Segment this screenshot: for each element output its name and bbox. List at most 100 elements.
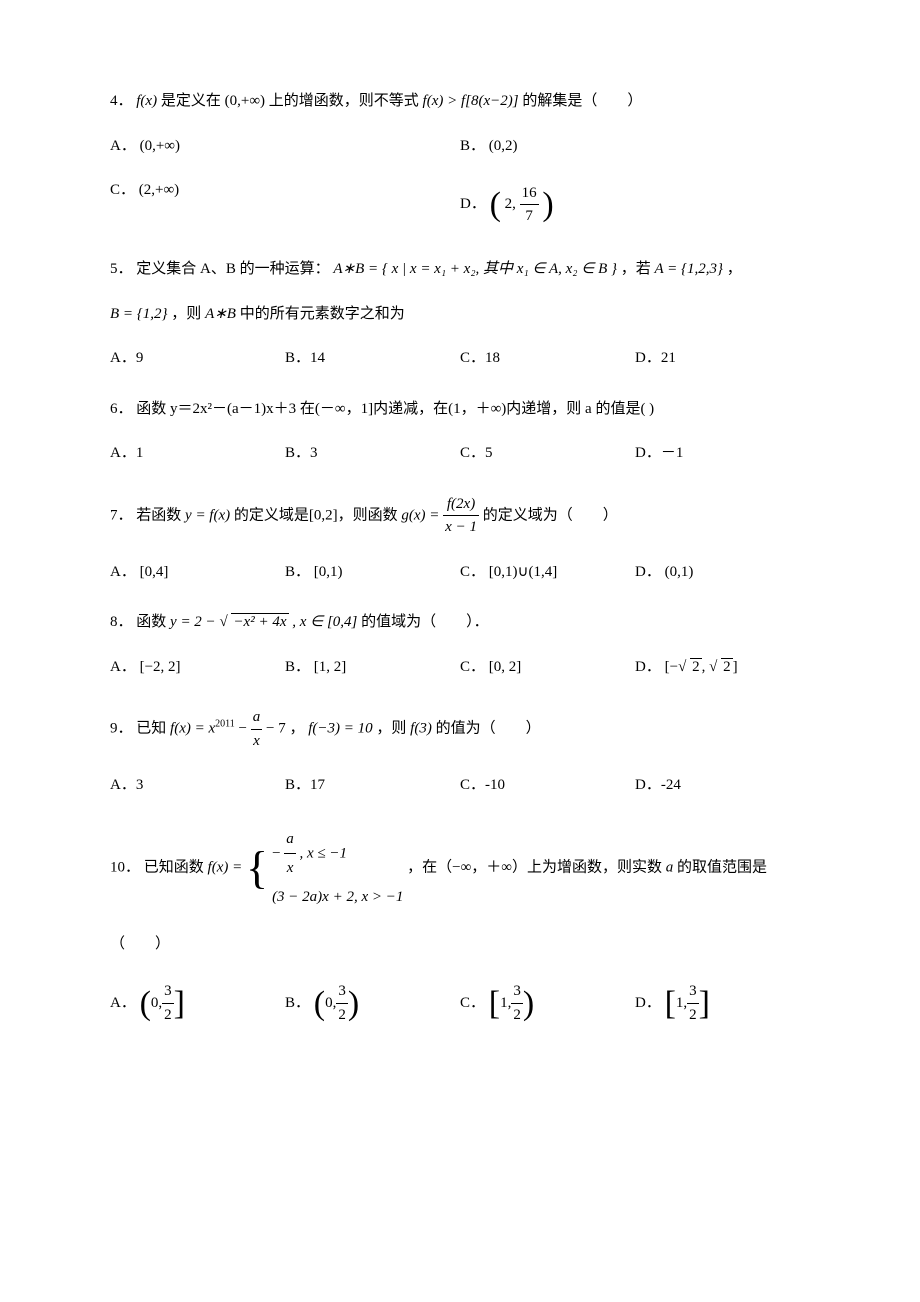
q7-c-label: C．: [460, 564, 485, 580]
q8-y: y = 2 −: [170, 614, 219, 630]
q5-def: A∗B = { x | x = x₁ + x₂, 其中 x₁ ∈ A, x₂ ∈…: [333, 261, 617, 277]
q5-ab: A∗B: [205, 306, 236, 322]
q10-d-frac: 32: [687, 980, 699, 1026]
q8-a-label: A．: [110, 659, 136, 675]
q5-option-a: A．9: [110, 347, 285, 370]
q7-yfx: y = f(x): [185, 507, 230, 523]
q5-number: 5．: [110, 261, 133, 277]
q5-text-4: ，则: [171, 306, 201, 322]
q9-options: A．3 B．17 C．-10 D．-24: [110, 774, 810, 797]
q8-d-mid: ,: [702, 659, 710, 675]
q9-option-b: B．17: [285, 774, 460, 797]
q4-text-2: 上的增函数，则不等式: [269, 93, 419, 109]
q10-text-1: 已知函数: [144, 859, 204, 875]
q7-option-a: A． [0,4]: [110, 561, 285, 584]
q9-num: a: [251, 706, 263, 729]
q10-option-d: D． [1,32]: [635, 978, 810, 1029]
q7-a-value: [0,4]: [140, 564, 169, 580]
q7-d-value: (0,1): [665, 564, 694, 580]
q10-a-frac: 32: [162, 980, 174, 1026]
q6-option-a: A．1: [110, 442, 285, 465]
q9-den: x: [251, 729, 263, 753]
q10-b-num: 3: [336, 980, 348, 1003]
q10-number: 10．: [110, 859, 140, 875]
q10-brace-icon: {: [246, 845, 268, 891]
q10-c1-frac: a x: [284, 825, 296, 883]
q4-a-label: A．: [110, 138, 136, 154]
q4-d-lparen: (: [490, 179, 501, 230]
q10-d-num: 3: [687, 980, 699, 1003]
q6-number: 6．: [110, 401, 133, 417]
q10-d-den: 2: [687, 1003, 699, 1027]
q7-gx-num: f(2x): [443, 493, 479, 516]
q9-number: 9．: [110, 720, 133, 736]
q10-b-lparen: (: [314, 978, 325, 1029]
q4-option-d: D． ( 2, 16 7 ): [460, 179, 810, 230]
q4-d-label: D．: [460, 196, 486, 212]
q10-c1-cond: , x ≤ −1: [300, 845, 348, 861]
q9-exp: 2011: [215, 718, 235, 729]
q5-text-2: ，若: [621, 261, 651, 277]
q4-b-label: B．: [460, 138, 485, 154]
q5-option-d: D．21: [635, 347, 810, 370]
q10-option-b: B． (0,32): [285, 978, 460, 1029]
q10-c-num: 3: [511, 980, 523, 1003]
q10-a-num: 3: [162, 980, 174, 1003]
q5-option-b: B．14: [285, 347, 460, 370]
q7-text-1: 若函数: [136, 507, 181, 523]
q8-sqrt: −x² + 4x: [219, 611, 288, 634]
question-8: 8． 函数 y = 2 − −x² + 4x , x ∈ [0,4] 的值域为（…: [110, 611, 810, 678]
q8-text-2: 的值域为（ ）．: [361, 614, 489, 630]
q4-option-b: B． (0,2): [460, 135, 810, 158]
q6-text: 函数 y＝2x²－(a－1)x＋3 在(－∞，1]内递减，在(1，＋∞)内递增，…: [136, 401, 654, 417]
q7-gx-frac: f(2x) x − 1: [443, 493, 479, 539]
q8-range-x: , x ∈ [0,4]: [292, 614, 357, 630]
question-4: 4． f(x) 是定义在 (0,+∞) 上的增函数，则不等式 f(x) > f[…: [110, 90, 810, 230]
q10-options: A． (0,32] B． (0,32) C． [1,32) D． [1,32]: [110, 978, 810, 1029]
q9-tail: − 7: [266, 720, 286, 736]
q8-d-rad1: 2: [690, 658, 702, 675]
q10-fx: f(x) =: [208, 859, 246, 875]
q7-b-label: B．: [285, 564, 310, 580]
q4-ineq: f(x) > f[8(x−2)]: [423, 93, 519, 109]
q8-d-sqrt2: 2: [709, 656, 733, 679]
q10-b-frac: 32: [336, 980, 348, 1026]
q9-text-4: 的值为（ ）: [436, 720, 541, 736]
q8-a-value: [−2, 2]: [140, 659, 181, 675]
q4-text-1: 是定义在: [161, 93, 221, 109]
q4-d-frac: 16 7: [520, 182, 539, 228]
q9-fx-base: f(x) = x: [170, 720, 215, 736]
q10-d-rparen: ]: [699, 978, 710, 1029]
q6-option-c: C．5: [460, 442, 635, 465]
q8-option-a: A． [−2, 2]: [110, 656, 285, 679]
q6-option-d: D．－1: [635, 442, 810, 465]
q10-c-lparen: [: [489, 978, 500, 1029]
q10-b-a: 0,: [325, 994, 336, 1010]
q7-a-label: A．: [110, 564, 136, 580]
q10-case1: − a x , x ≤ −1: [272, 825, 403, 883]
q4-number: 4．: [110, 93, 133, 109]
q4-b-value: (0,2): [489, 138, 518, 154]
q9-option-a: A．3: [110, 774, 285, 797]
q7-d-label: D．: [635, 564, 661, 580]
question-6: 6． 函数 y＝2x²－(a－1)x＋3 在(－∞，1]内递减，在(1，＋∞)内…: [110, 398, 810, 465]
q10-c-a: 1,: [500, 994, 511, 1010]
q10-cases: − a x , x ≤ −1 (3 − 2a)x + 2, x > −1: [272, 825, 403, 912]
q10-c1-den: x: [284, 853, 296, 883]
q5-setA: A = {1,2,3}: [655, 261, 724, 277]
q10-b-den: 2: [336, 1003, 348, 1027]
q4-d-rparen: ): [542, 179, 553, 230]
q10-piecewise: { − a x , x ≤ −1 (3 − 2a)x + 2, x > −1: [246, 825, 403, 912]
q10-d-label: D．: [635, 994, 661, 1010]
q8-c-value: [0, 2]: [489, 659, 522, 675]
q8-b-value: [1, 2]: [314, 659, 347, 675]
q6-option-b: B．3: [285, 442, 460, 465]
q10-text-2: ，在（−∞，＋∞）上为增函数，则实数: [407, 859, 662, 875]
q9-text-3: ，则: [376, 720, 406, 736]
q8-d-label: D．: [635, 659, 661, 675]
q8-text-1: 函数: [136, 614, 166, 630]
q8-d-rad2: 2: [721, 658, 733, 675]
q10-c1-neg: −: [272, 845, 280, 861]
q8-b-label: B．: [285, 659, 310, 675]
q10-a-lparen: (: [140, 978, 151, 1029]
